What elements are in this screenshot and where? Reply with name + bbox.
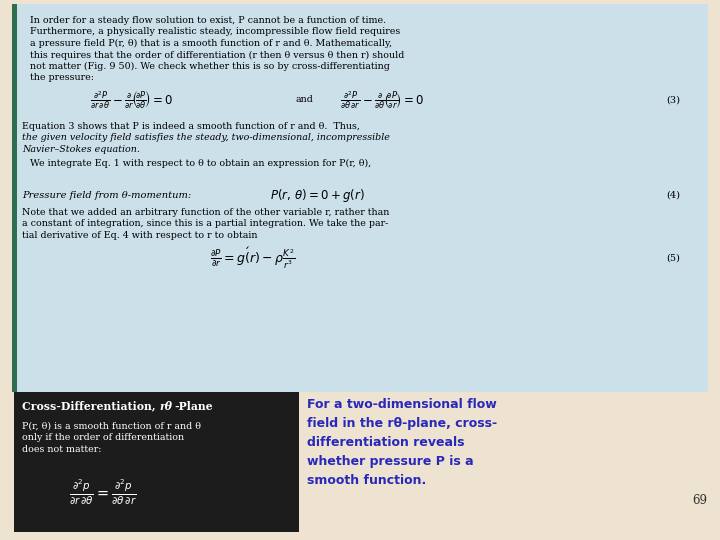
Text: rθ: rθ (159, 401, 172, 411)
Text: $\frac{\partial^2 P}{\partial\theta\,\partial r} - \frac{\partial}{\partial\thet: $\frac{\partial^2 P}{\partial\theta\,\pa… (340, 89, 424, 111)
Text: a pressure field P(r, θ) that is a smooth function of r and θ. Mathematically,: a pressure field P(r, θ) that is a smoot… (30, 39, 392, 48)
Text: does not matter:: does not matter: (22, 445, 102, 454)
Text: Navier–Stokes equation.: Navier–Stokes equation. (22, 145, 140, 154)
Text: (4): (4) (666, 191, 680, 199)
Text: For a two-dimensional flow: For a two-dimensional flow (307, 398, 497, 411)
Text: $\frac{\partial P}{\partial r} = g\'(r) - \rho\frac{K^2}{r^3}$: $\frac{\partial P}{\partial r} = g\'(r) … (210, 245, 295, 271)
FancyBboxPatch shape (14, 392, 299, 532)
Text: We integrate Eq. 1 with respect to θ to obtain an expression for P(r, θ),: We integrate Eq. 1 with respect to θ to … (30, 159, 372, 168)
Text: $\frac{\partial^2 p}{\partial r\,\partial\theta} = \frac{\partial^2 p}{\partial\: $\frac{\partial^2 p}{\partial r\,\partia… (69, 477, 137, 507)
Text: not matter (Fig. 9 50). We check whether this is so by cross-differentiating: not matter (Fig. 9 50). We check whether… (30, 62, 390, 71)
Text: (5): (5) (666, 253, 680, 262)
Text: P(r, θ) is a smooth function of r and θ: P(r, θ) is a smooth function of r and θ (22, 422, 201, 431)
Text: Equation 3 shows that P is indeed a smooth function of r and θ.  Thus,: Equation 3 shows that P is indeed a smoo… (22, 122, 360, 131)
Text: (3): (3) (666, 96, 680, 105)
FancyBboxPatch shape (12, 4, 17, 392)
Text: Cross-Differentiation,: Cross-Differentiation, (22, 401, 159, 411)
Text: this requires that the order of differentiation (r then θ versus θ then r) shoul: this requires that the order of differen… (30, 51, 405, 59)
Text: $\frac{\partial^2 P}{\partial r\,\partial\theta} - \frac{\partial}{\partial r}\!: $\frac{\partial^2 P}{\partial r\,\partia… (90, 89, 174, 111)
Text: the given velocity field satisfies the steady, two-dimensional, incompressible: the given velocity field satisfies the s… (22, 133, 390, 143)
FancyBboxPatch shape (12, 4, 708, 392)
Text: Furthermore, a physically realistic steady, incompressible flow field requires: Furthermore, a physically realistic stea… (30, 28, 400, 37)
Text: $P(r,\,\theta) = 0 + g(r)$: $P(r,\,\theta) = 0 + g(r)$ (270, 186, 365, 204)
Text: differentiation reveals: differentiation reveals (307, 436, 464, 449)
FancyBboxPatch shape (12, 202, 17, 292)
Text: 69: 69 (693, 494, 708, 507)
Text: whether pressure P is a: whether pressure P is a (307, 455, 474, 468)
Text: Note that we added an arbitrary function of the other variable r, rather than: Note that we added an arbitrary function… (22, 208, 390, 217)
Text: Pressure field from θ-momentum:: Pressure field from θ-momentum: (22, 191, 192, 199)
Text: tial derivative of Eq. 4 with respect to r to obtain: tial derivative of Eq. 4 with respect to… (22, 231, 258, 240)
Text: smooth function.: smooth function. (307, 474, 426, 487)
Text: a constant of integration, since this is a partial integration. We take the par-: a constant of integration, since this is… (22, 219, 388, 228)
Text: In order for a steady flow solution to exist, P cannot be a function of time.: In order for a steady flow solution to e… (30, 16, 386, 25)
Text: -Plane: -Plane (174, 401, 212, 411)
Text: only if the order of differentiation: only if the order of differentiation (22, 434, 184, 442)
Text: the pressure:: the pressure: (30, 73, 94, 83)
Text: and: and (295, 96, 313, 105)
Text: field in the rθ-plane, cross-: field in the rθ-plane, cross- (307, 417, 497, 430)
